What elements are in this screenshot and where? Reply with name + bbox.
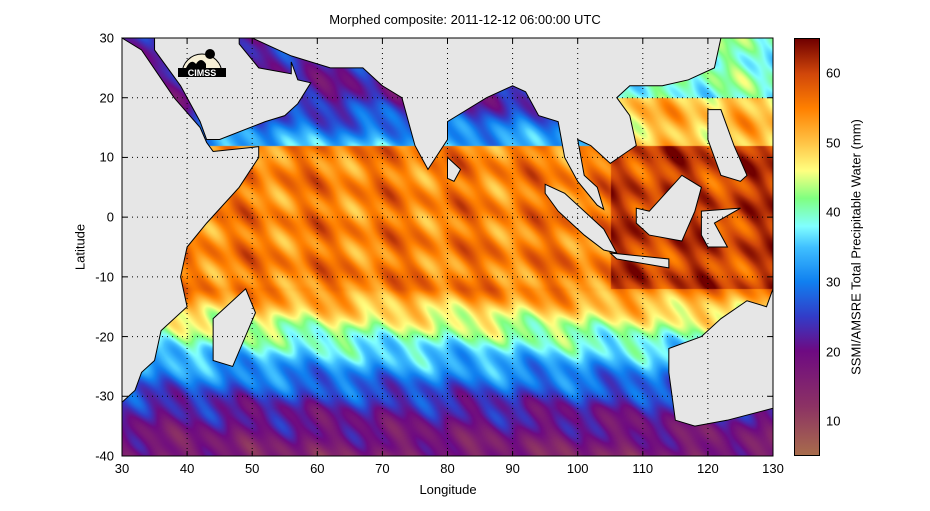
colorbar-tick-label: 60	[826, 65, 841, 81]
land-mass	[668, 288, 774, 427]
x-tick-label: 110	[632, 461, 654, 476]
land-mass	[635, 174, 702, 242]
x-tick-label: 30	[114, 461, 130, 476]
y-tick-label: 10	[99, 149, 114, 165]
colorbar-tick-label: 50	[826, 135, 841, 150]
x-tick-label: 100	[566, 461, 589, 476]
x-axis-label: Longitude	[419, 482, 477, 497]
y-tick-label: 20	[99, 90, 114, 106]
land-mass	[121, 37, 260, 404]
x-tick-label: 40	[179, 461, 195, 476]
colorbar-tick-label: 10	[826, 413, 841, 429]
x-tick-label: 70	[375, 461, 390, 476]
x-tick-label: 120	[697, 461, 719, 476]
land-mass	[447, 156, 462, 182]
x-tick-label: 80	[440, 461, 455, 476]
colorbar	[794, 38, 820, 456]
x-tick-label: 50	[244, 461, 260, 476]
colorbar-tick-label: 30	[826, 274, 841, 290]
colorbar-tick-label: 40	[826, 204, 841, 220]
x-tick-label: 90	[505, 461, 520, 476]
land-mass	[608, 252, 670, 269]
y-tick-label: -20	[95, 329, 114, 345]
land-mass	[544, 183, 618, 254]
y-tick-label: -10	[95, 269, 114, 285]
x-tick-label: 130	[762, 461, 784, 476]
land-mass	[212, 287, 256, 368]
y-tick-label: -30	[95, 388, 114, 404]
land-mass	[251, 37, 722, 211]
y-tick-label: 0	[106, 209, 114, 225]
svg-text:CIMSS: CIMSS	[188, 68, 217, 78]
cimss-logo: CIMSS	[178, 49, 226, 78]
land-mass	[700, 207, 741, 248]
map-title: Morphed composite: 2011-12-12 06:00:00 U…	[329, 12, 601, 27]
y-axis-label: Latitude	[72, 223, 88, 271]
x-tick-label: 60	[310, 461, 325, 476]
y-tick-label: -40	[95, 448, 114, 464]
land-mass	[707, 109, 748, 182]
colorbar-label: SSMI/AMSRE Total Precipitable Water (mm)	[848, 119, 864, 375]
y-tick-label: 30	[99, 30, 114, 46]
colorbar-tick-label: 20	[826, 344, 841, 359]
